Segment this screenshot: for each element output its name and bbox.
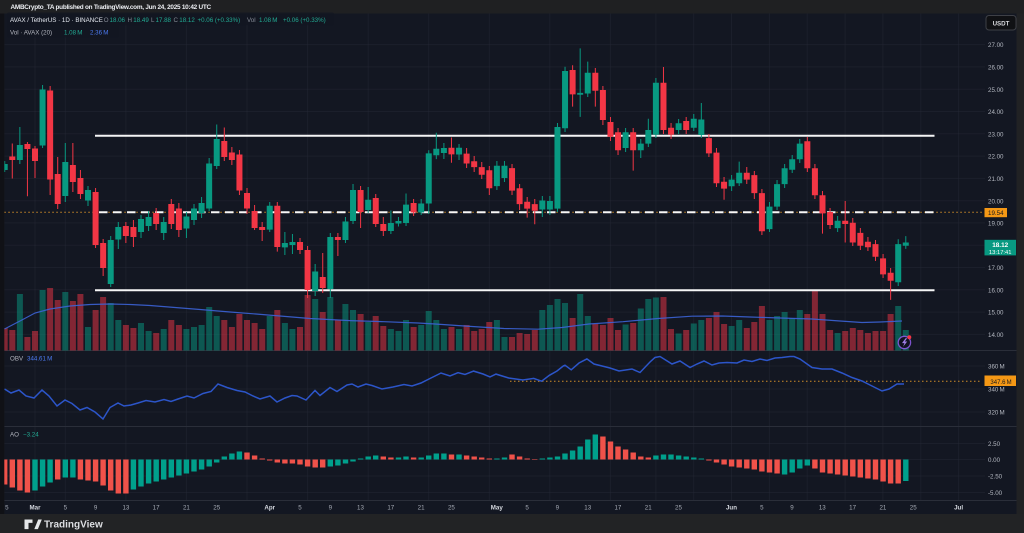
svg-text:25: 25: [675, 505, 682, 512]
svg-text:C: C: [174, 17, 179, 24]
svg-text:21: 21: [183, 505, 190, 512]
svg-text:5: 5: [298, 505, 302, 512]
svg-text:Jul: Jul: [954, 505, 963, 512]
svg-text:320 M: 320 M: [988, 410, 1005, 417]
svg-text:13: 13: [819, 505, 826, 512]
svg-text:13: 13: [584, 505, 591, 512]
svg-text:Apr: Apr: [264, 505, 275, 512]
svg-text:-5.00: -5.00: [988, 490, 1003, 497]
svg-text:13:17:41: 13:17:41: [989, 250, 1012, 256]
svg-text:H: H: [128, 17, 132, 24]
svg-text:27.00: 27.00: [988, 42, 1004, 49]
svg-text:22.00: 22.00: [988, 154, 1004, 161]
svg-text:360 M: 360 M: [988, 364, 1005, 371]
svg-text:5: 5: [760, 505, 764, 512]
svg-text:24.00: 24.00: [988, 109, 1004, 116]
svg-text:Vol: Vol: [247, 17, 256, 24]
svg-text:−3.24: −3.24: [23, 432, 39, 439]
svg-text:17.88: 17.88: [156, 17, 172, 24]
svg-text:+0.06 (+0.33%): +0.06 (+0.33%): [283, 17, 326, 24]
svg-text:17: 17: [614, 505, 621, 512]
svg-text:347.6 M: 347.6 M: [990, 380, 1011, 386]
svg-text:15.00: 15.00: [988, 310, 1004, 317]
svg-text:25: 25: [448, 505, 455, 512]
svg-text:L: L: [151, 17, 155, 24]
svg-text:AMBCrypto_TA published on Trad: AMBCrypto_TA published on TradingView.co…: [11, 4, 212, 11]
svg-text:14.00: 14.00: [988, 332, 1004, 339]
svg-text:2.36 M: 2.36 M: [90, 29, 108, 36]
svg-text:21.00: 21.00: [988, 176, 1004, 183]
svg-text:17: 17: [849, 505, 856, 512]
svg-text:Jun: Jun: [726, 505, 737, 512]
svg-text:23.00: 23.00: [988, 131, 1004, 138]
svg-text:1.08 M: 1.08 M: [64, 29, 82, 36]
svg-text:+0.06 (+0.33%): +0.06 (+0.33%): [198, 17, 241, 24]
svg-text:9: 9: [94, 505, 98, 512]
svg-text:19.00: 19.00: [988, 221, 1004, 228]
svg-text:25: 25: [910, 505, 917, 512]
svg-text:13: 13: [122, 505, 129, 512]
svg-text:Mar: Mar: [29, 505, 41, 512]
svg-text:Vol · AVAX (20): Vol · AVAX (20): [10, 29, 52, 36]
svg-text:18.12: 18.12: [179, 17, 195, 24]
svg-text:17: 17: [387, 505, 394, 512]
svg-text:5: 5: [525, 505, 529, 512]
svg-text:O: O: [104, 17, 109, 24]
svg-text:340 M: 340 M: [988, 387, 1005, 394]
svg-text:5: 5: [64, 505, 68, 512]
svg-text:21: 21: [879, 505, 886, 512]
svg-text:9: 9: [329, 505, 333, 512]
svg-text:TradingView: TradingView: [44, 520, 103, 531]
svg-text:26.00: 26.00: [988, 65, 1004, 72]
svg-text:344.61 M: 344.61 M: [27, 356, 52, 363]
svg-text:13: 13: [357, 505, 364, 512]
svg-text:1.08 M: 1.08 M: [259, 17, 277, 24]
svg-text:18.49: 18.49: [133, 17, 149, 24]
svg-text:5: 5: [5, 505, 9, 512]
svg-text:2.50: 2.50: [988, 441, 1001, 448]
svg-text:25: 25: [213, 505, 220, 512]
svg-text:0.00: 0.00: [988, 457, 1001, 464]
svg-text:AO: AO: [10, 432, 19, 439]
svg-text:9: 9: [790, 505, 794, 512]
svg-text:17: 17: [153, 505, 160, 512]
svg-text:May: May: [491, 505, 504, 512]
svg-text:AVAX / TetherUS · 1D · BINANCE: AVAX / TetherUS · 1D · BINANCE: [10, 17, 103, 24]
svg-text:19.54: 19.54: [988, 210, 1004, 217]
svg-text:USDT: USDT: [993, 20, 1010, 27]
svg-text:20.00: 20.00: [988, 198, 1004, 205]
svg-text:18.12: 18.12: [992, 242, 1008, 249]
svg-text:21: 21: [418, 505, 425, 512]
svg-text:9: 9: [556, 505, 560, 512]
svg-text:25.00: 25.00: [988, 87, 1004, 94]
svg-text:16.00: 16.00: [988, 287, 1004, 294]
svg-text:-2.50: -2.50: [988, 474, 1003, 481]
svg-text:21: 21: [645, 505, 652, 512]
svg-text:17.00: 17.00: [988, 265, 1004, 272]
svg-text:OBV: OBV: [10, 356, 24, 363]
svg-text:18.06: 18.06: [110, 17, 126, 24]
